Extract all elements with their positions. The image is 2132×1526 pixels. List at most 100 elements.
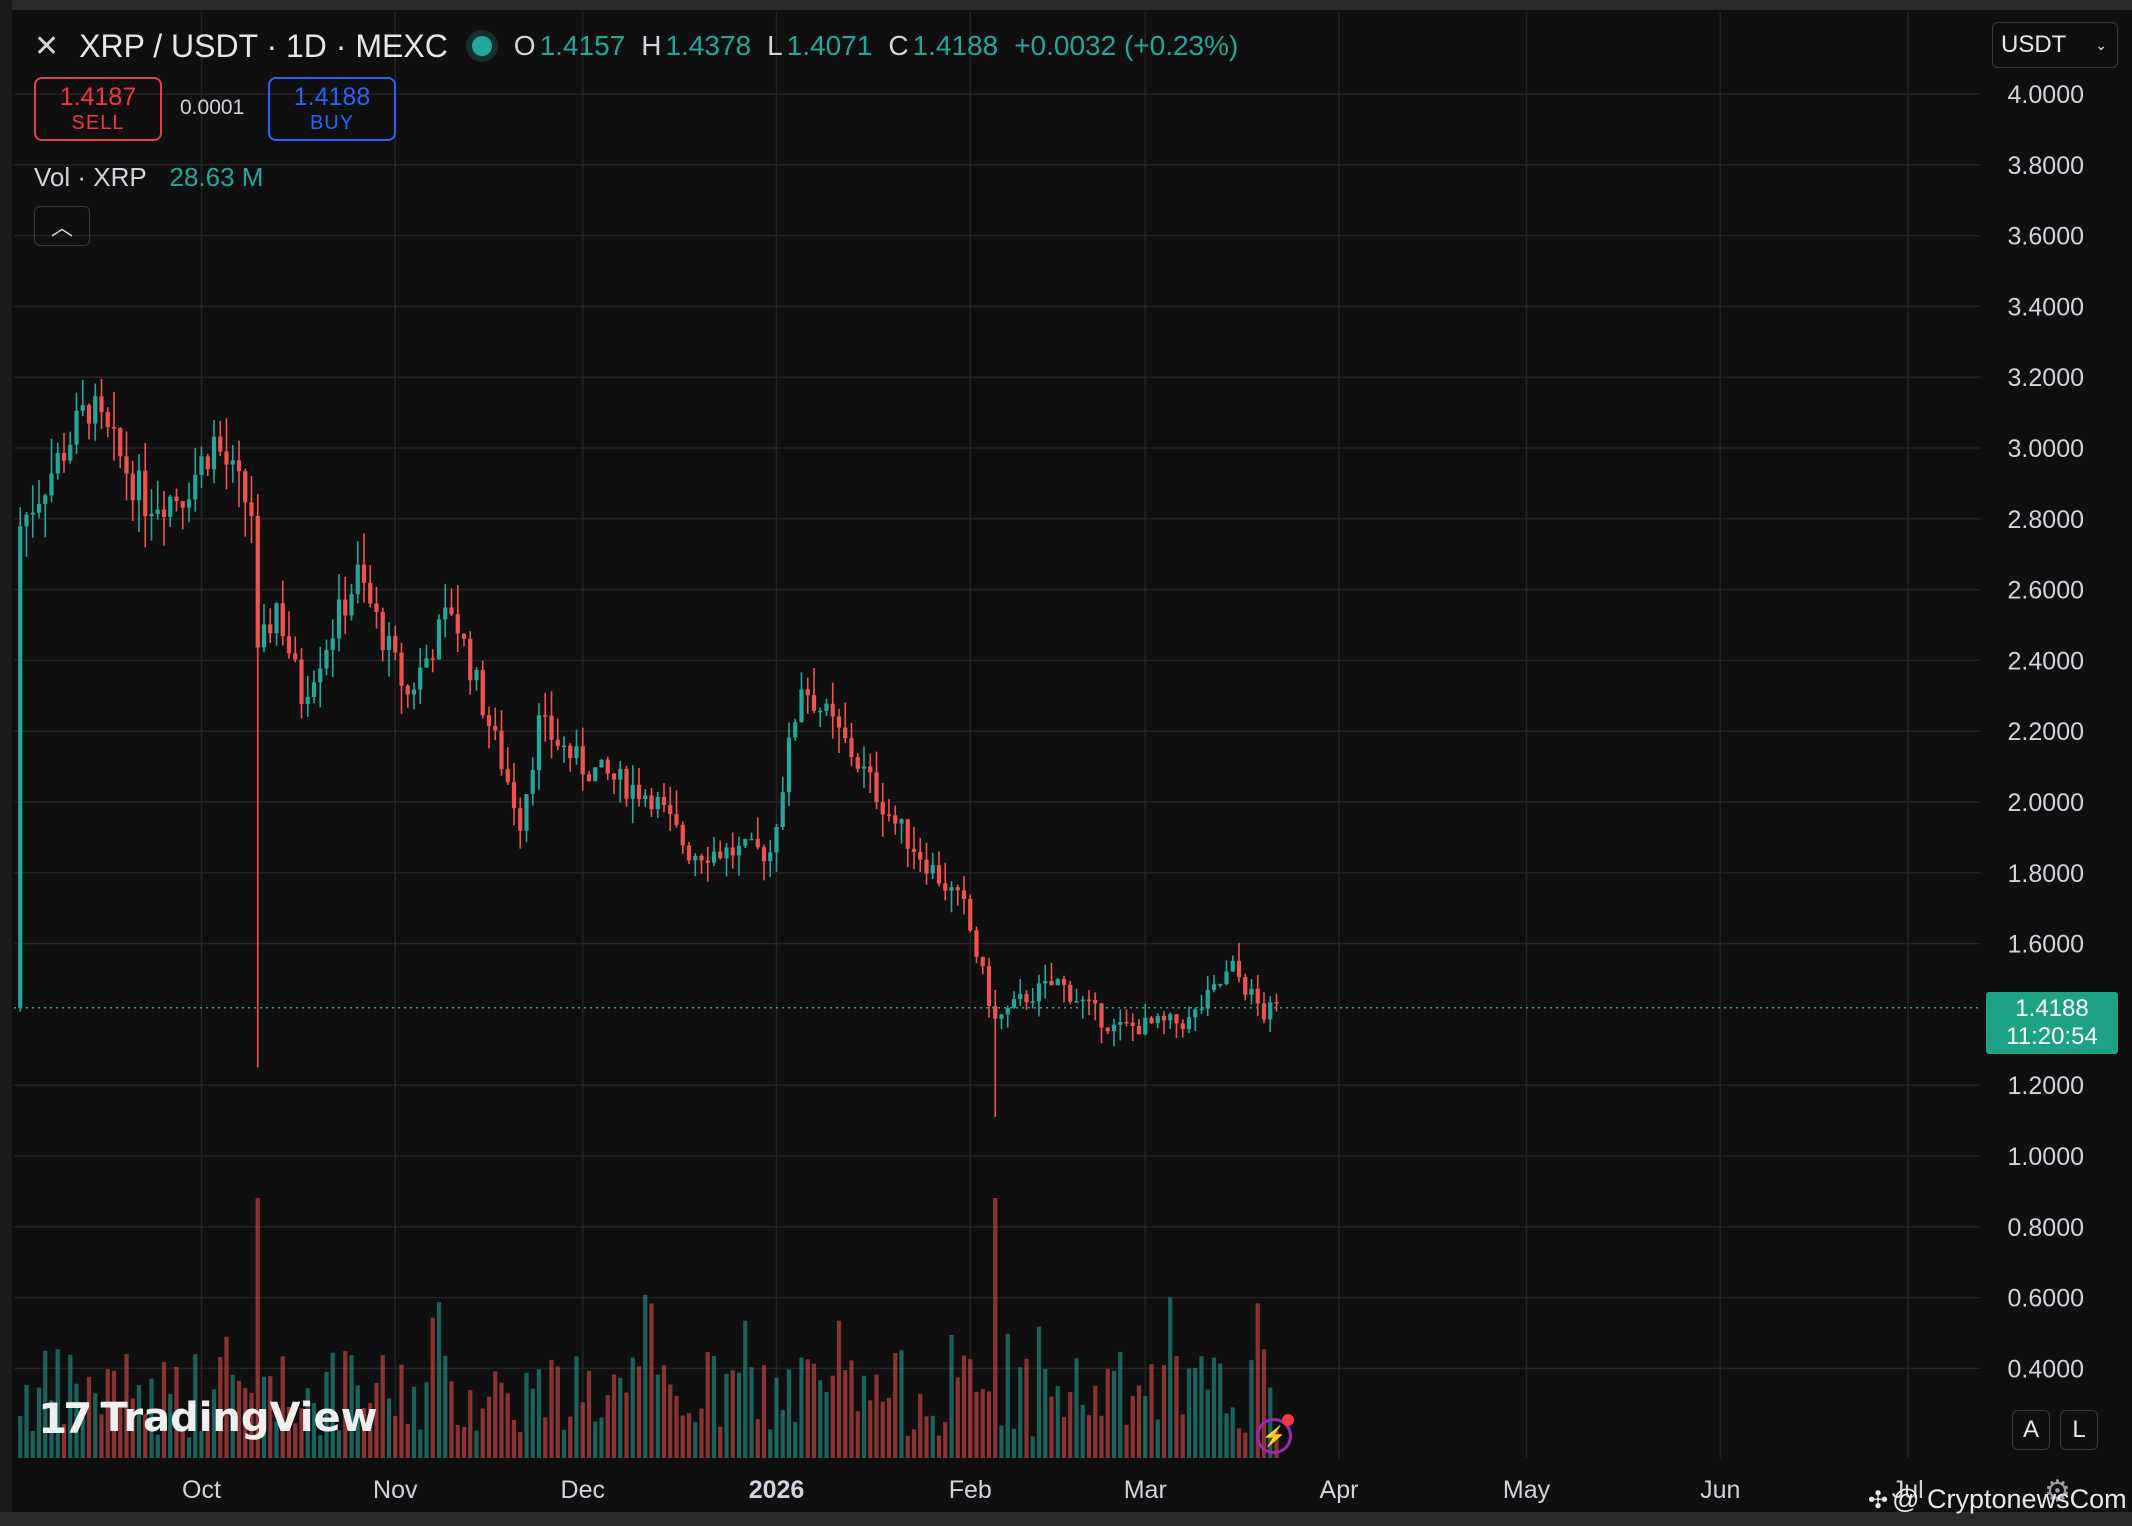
y-tick-label: 3.0000	[2008, 435, 2084, 463]
candle-body	[1043, 980, 1048, 984]
volume-bar	[699, 1408, 704, 1458]
volume-bar	[74, 1383, 79, 1458]
auto-scale-label: A	[2022, 1416, 2039, 1443]
volume-bar	[36, 1387, 42, 1458]
candle-body	[143, 470, 148, 517]
volume-bar	[1174, 1356, 1179, 1458]
candle-body	[624, 768, 629, 799]
candle-body	[961, 890, 967, 899]
candle-body	[186, 499, 192, 508]
volume-bar	[1205, 1389, 1210, 1458]
candle-body	[861, 766, 867, 769]
volume-bar	[1249, 1359, 1254, 1458]
candle-body	[1111, 1024, 1117, 1032]
volume-bar	[624, 1392, 629, 1458]
volume-bar	[205, 1410, 210, 1458]
volume-bar	[361, 1407, 367, 1458]
y-tick-label: 1.8000	[2008, 860, 2084, 888]
auto-scale-button[interactable]: A	[2012, 1410, 2050, 1450]
left-border	[0, 0, 12, 1526]
close-icon[interactable]: ✕	[34, 29, 60, 63]
volume-bar	[274, 1421, 279, 1458]
settings-gear-icon[interactable]: ⚙	[2044, 1475, 2071, 1508]
volume-bar	[305, 1388, 310, 1458]
volume-bar	[899, 1350, 904, 1458]
chevron-up-icon: ︿	[50, 215, 73, 240]
candle-body	[49, 473, 54, 496]
tradingview-logo[interactable]: 17 TradingView	[38, 1392, 378, 1444]
candle-body	[793, 722, 798, 738]
volume-bar	[161, 1362, 167, 1458]
volume-bar	[1118, 1351, 1123, 1458]
currency-select[interactable]: USDT ⌄	[1992, 22, 2118, 68]
candle-body	[518, 808, 523, 831]
volume-bar	[768, 1429, 773, 1458]
volume-bar	[886, 1397, 892, 1458]
candle-body	[574, 746, 579, 759]
volume-bar	[1218, 1363, 1223, 1458]
volume-bar	[80, 1417, 85, 1458]
x-tick-label: Feb	[949, 1476, 992, 1504]
volume-bar	[555, 1366, 560, 1458]
candle-body	[480, 669, 485, 716]
sell-button[interactable]: 1.4187 SELL	[34, 77, 162, 141]
volume-bar	[718, 1426, 723, 1458]
volume-bar	[936, 1435, 942, 1458]
volume-bar	[630, 1357, 635, 1458]
collapse-legend-button[interactable]: ︿	[34, 206, 90, 246]
candle-body	[286, 636, 292, 654]
candle-body	[499, 730, 504, 770]
high-key: H	[641, 30, 662, 61]
symbol-title[interactable]: XRP / USDT · 1D · MEXC	[79, 27, 448, 64]
candle-body	[355, 564, 360, 595]
candle-body	[1186, 1017, 1192, 1030]
volume-bar	[30, 1431, 35, 1458]
volume-bar	[1230, 1407, 1235, 1458]
watermark-text: @ CryptonewsCom	[1892, 1484, 2127, 1514]
candle-body	[168, 496, 173, 517]
buy-button[interactable]: 1.4188 BUY	[268, 77, 396, 141]
volume-legend[interactable]: Vol · XRP 28.63 M	[34, 162, 263, 193]
candle-body	[224, 451, 229, 465]
log-scale-button[interactable]: L	[2060, 1410, 2098, 1450]
volume-bar	[355, 1385, 360, 1458]
volume-bar	[736, 1372, 742, 1458]
candle-body	[368, 582, 373, 604]
volume-bar	[1086, 1415, 1092, 1458]
volume-bar	[1143, 1396, 1148, 1458]
candle-body	[1099, 1003, 1104, 1028]
x-tick-label: Mar	[1124, 1476, 1167, 1504]
volume-bar	[830, 1375, 835, 1458]
candle-body	[1155, 1015, 1160, 1024]
volume-bar	[668, 1384, 673, 1458]
volume-bar	[543, 1417, 548, 1458]
candle-body	[305, 696, 310, 704]
candle-body	[1074, 1001, 1079, 1003]
bar-countdown: 11:20:54	[2006, 1023, 2098, 1050]
candle-body	[774, 826, 779, 853]
candle-body	[105, 412, 110, 427]
sell-price: 1.4187	[59, 83, 137, 111]
volume-bar	[224, 1336, 229, 1458]
candle-body	[211, 436, 217, 470]
volume-bar	[155, 1434, 160, 1458]
volume-bar	[343, 1351, 348, 1458]
volume-bar	[480, 1408, 485, 1458]
volume-bar	[861, 1375, 867, 1458]
volume-bar	[880, 1401, 885, 1458]
volume-bar	[1024, 1358, 1029, 1458]
candle-body	[749, 838, 754, 841]
volume-bar	[1193, 1368, 1198, 1458]
candle-body	[1143, 1017, 1148, 1035]
candle-body	[293, 653, 298, 660]
candle-body	[1105, 1027, 1110, 1032]
volume-bar	[424, 1382, 429, 1458]
candle-body	[118, 428, 123, 457]
lightning-icon[interactable]: ⚡	[1256, 1418, 1292, 1454]
candle-body	[1174, 1014, 1179, 1024]
volume-bar	[843, 1370, 848, 1458]
candle-body	[1055, 979, 1060, 986]
volume-bar	[461, 1427, 467, 1458]
candle-body	[180, 501, 185, 508]
